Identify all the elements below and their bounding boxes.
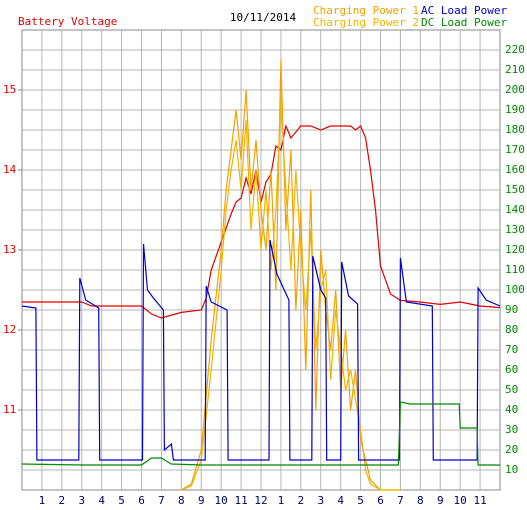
- series-line: [180, 59, 401, 491]
- y2-tick-label: 160: [505, 163, 525, 176]
- legend-entry: Charging Power 2: [313, 16, 419, 29]
- x-tick-label: 7: [158, 494, 165, 507]
- y2-tick-label: 210: [505, 63, 525, 76]
- y2-tick-label: 120: [505, 243, 525, 256]
- y2-tick-label: 200: [505, 83, 525, 96]
- x-tick-label: 6: [138, 494, 145, 507]
- y-tick-label: 11: [3, 403, 16, 416]
- y2-tick-label: 100: [505, 283, 525, 296]
- x-tick-label: 10: [215, 494, 228, 507]
- y2-tick-label: 50: [505, 383, 518, 396]
- y2-tick-label: 220: [505, 43, 525, 56]
- legend-entry: DC Load Power: [421, 16, 507, 29]
- x-tick-label: 1: [278, 494, 285, 507]
- x-tick-label: 7: [397, 494, 404, 507]
- y2-tick-label: 170: [505, 143, 525, 156]
- x-tick-label: 2: [298, 494, 305, 507]
- x-tick-label: 1: [39, 494, 46, 507]
- x-tick-label: 3: [78, 494, 85, 507]
- x-tick-label: 8: [417, 494, 424, 507]
- y-tick-label: 12: [3, 323, 16, 336]
- x-tick-label: 3: [317, 494, 324, 507]
- y-tick-label: 15: [3, 83, 16, 96]
- x-tick-label: 5: [357, 494, 364, 507]
- y2-tick-label: 30: [505, 423, 518, 436]
- series-line: [181, 99, 401, 491]
- series-line: [21, 401, 500, 466]
- x-tick-label: 6: [377, 494, 384, 507]
- y2-tick-label: 60: [505, 363, 518, 376]
- y2-tick-label: 190: [505, 103, 525, 116]
- y-tick-label: 14: [3, 163, 17, 176]
- legend-entry: AC Load Power: [421, 4, 507, 17]
- y2-tick-label: 130: [505, 223, 525, 236]
- x-tick-label: 12: [254, 494, 267, 507]
- y2-tick-label: 180: [505, 123, 525, 136]
- chart-title: 10/11/2014: [230, 11, 297, 24]
- x-tick-label: 2: [59, 494, 66, 507]
- y2-tick-label: 20: [505, 443, 518, 456]
- x-tick-label: 11: [234, 494, 247, 507]
- y2-tick-label: 80: [505, 323, 518, 336]
- x-tick-label: 4: [98, 494, 105, 507]
- legend-entry: Battery Voltage: [18, 15, 117, 28]
- y2-tick-label: 10: [505, 463, 518, 476]
- y2-tick-label: 140: [505, 203, 525, 216]
- y2-tick-label: 150: [505, 183, 525, 196]
- x-tick-label: 11: [473, 494, 486, 507]
- y2-tick-label: 40: [505, 403, 518, 416]
- x-tick-label: 10: [454, 494, 467, 507]
- x-tick-label: 4: [337, 494, 344, 507]
- y2-tick-label: 70: [505, 343, 518, 356]
- x-tick-label: 8: [178, 494, 185, 507]
- x-tick-label: 5: [118, 494, 125, 507]
- y2-tick-label: 110: [505, 263, 525, 276]
- x-tick-label: 9: [437, 494, 444, 507]
- y2-tick-label: 90: [505, 303, 518, 316]
- series-line: [21, 239, 501, 461]
- y-tick-label: 13: [3, 243, 16, 256]
- x-tick-label: 9: [198, 494, 205, 507]
- legend-entry: Charging Power 1: [313, 4, 419, 17]
